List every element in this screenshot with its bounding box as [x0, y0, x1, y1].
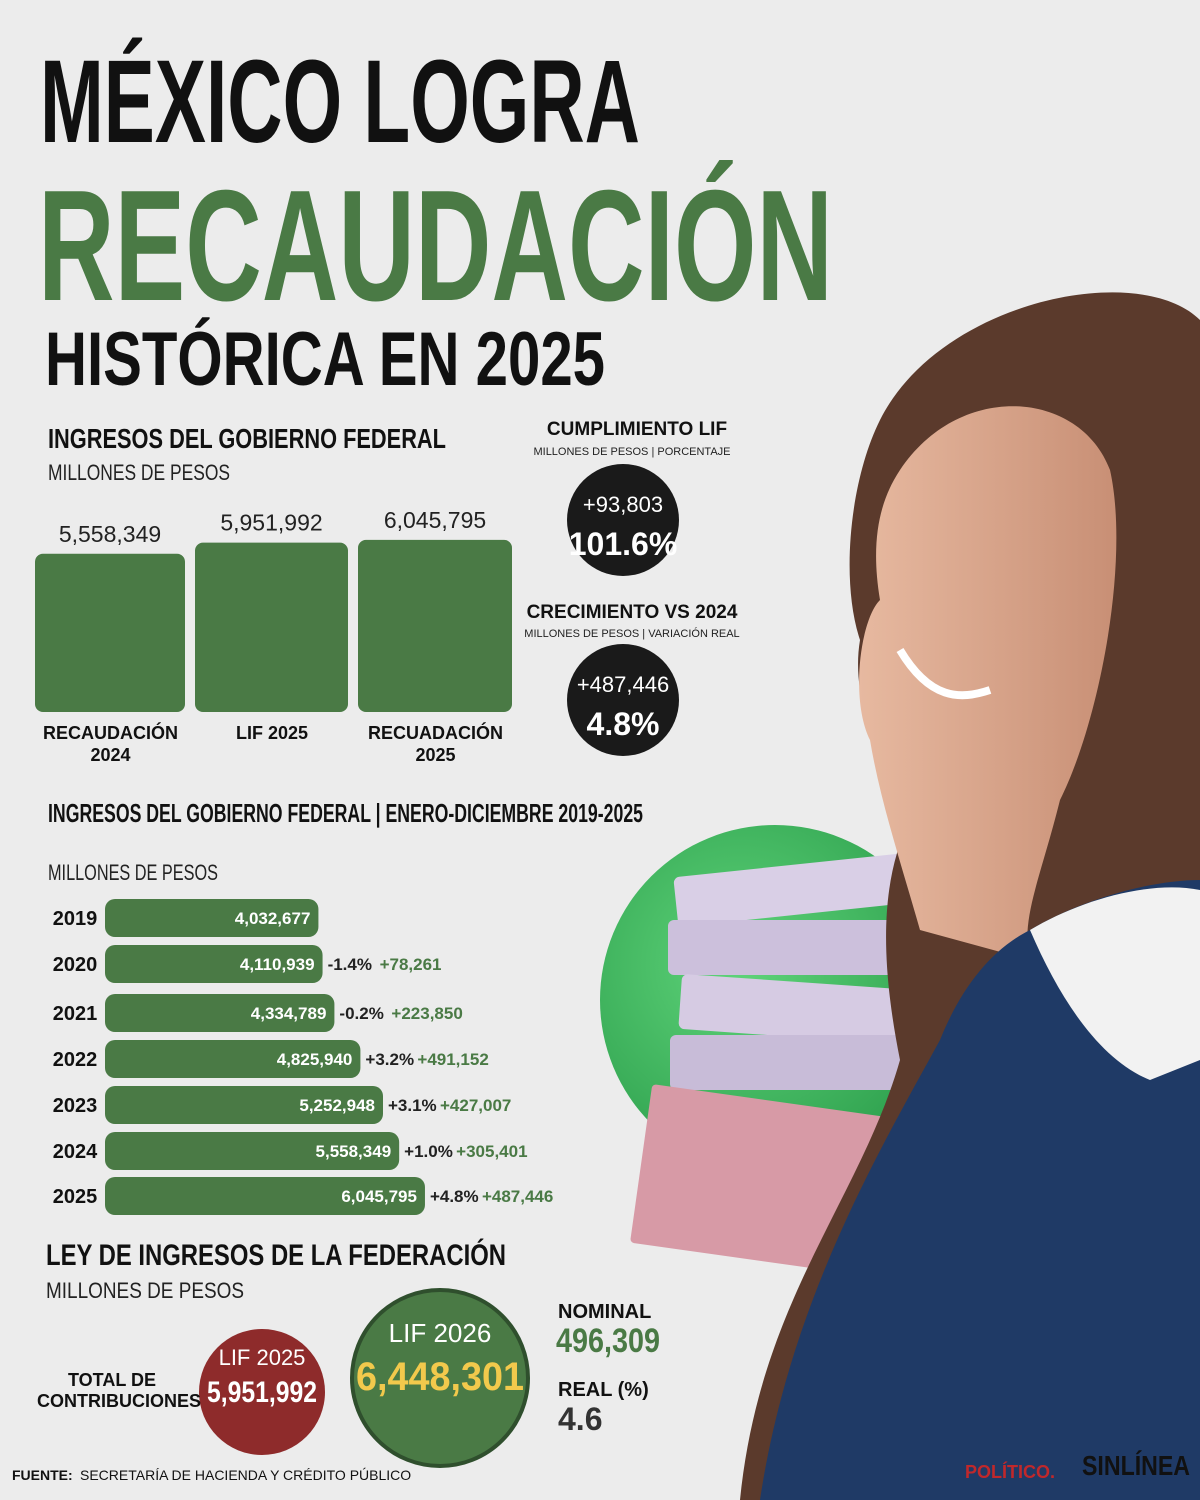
category-label: 2024	[53, 1141, 98, 1163]
real-value: 4.6	[558, 1401, 602, 1437]
bar	[105, 945, 323, 983]
total-label: TOTAL DE CONTRIBUCIONES	[37, 1370, 202, 1411]
category-label: RECAUDACIÓN 2024	[43, 723, 178, 765]
section-subtitle: MILLONES DE PESOS	[46, 1278, 244, 1303]
change-label: +4.8%	[430, 1187, 479, 1206]
increment-label: +305,401	[456, 1142, 527, 1161]
change-label: +1.0%	[404, 1142, 453, 1161]
kpi-percent: 101.6%	[569, 526, 678, 562]
kpi-title: CRECIMIENTO VS 2024	[527, 602, 738, 623]
lif-value: 6,448,301	[356, 1355, 524, 1399]
kpi-circle	[567, 644, 679, 756]
category-label: 2021	[53, 1003, 98, 1025]
category-label: 2020	[53, 954, 98, 976]
value-label: 5,558,349	[316, 1142, 392, 1161]
value-label: 4,110,939	[240, 955, 315, 974]
logo: SINLÍNEA	[1082, 1450, 1190, 1481]
bar	[195, 542, 348, 712]
section-title: INGRESOS DEL GOBIERNO FEDERAL	[48, 423, 446, 454]
kpi-amount: +93,803	[583, 492, 663, 517]
change-label: +3.2%	[365, 1050, 414, 1069]
value-label: 4,032,677	[235, 909, 311, 928]
category-label: 2025	[53, 1186, 98, 1208]
category-label: RECUADACIÓN 2025	[368, 723, 503, 765]
kpi-percent: 4.8%	[587, 706, 660, 742]
increment-label: +491,152	[417, 1050, 488, 1069]
kpi-amount: +487,446	[577, 672, 669, 697]
bar	[105, 899, 319, 937]
real-label: REAL (%)	[558, 1379, 649, 1401]
headline-1: MÉXICO LOGRA	[40, 36, 640, 168]
source-label: FUENTE:	[12, 1467, 73, 1483]
change-label: -0.2%	[339, 1004, 383, 1023]
portrait	[740, 292, 1200, 1500]
kpi-title: CUMPLIMIENTO LIF	[547, 419, 727, 440]
increment-label: +78,261	[380, 955, 442, 974]
lif-2025-circle	[199, 1329, 325, 1455]
category-label: 2019	[53, 908, 98, 930]
change-label: -1.4%	[328, 955, 372, 974]
bar	[358, 539, 512, 712]
headline-2: RECAUDACIÓN	[38, 158, 833, 334]
logo: POLÍTICO.	[965, 1461, 1055, 1482]
section-title: LEY DE INGRESOS DE LA FEDERACIÓN	[46, 1238, 506, 1272]
value-label: 6,045,795	[341, 1187, 417, 1206]
lif-value: 5,951,992	[207, 1376, 317, 1409]
lif-2026-circle	[350, 1288, 530, 1468]
bar	[105, 1086, 384, 1124]
lif-label: LIF 2025	[219, 1345, 306, 1370]
category-label: 2022	[53, 1049, 98, 1071]
lif-label: LIF 2026	[389, 1318, 492, 1348]
kpi-subtitle: MILLONES DE PESOS | PORCENTAJE	[533, 446, 730, 458]
bar	[105, 1177, 425, 1215]
value-label: 5,558,349	[59, 521, 161, 547]
bar	[105, 1132, 400, 1170]
value-label: 4,334,789	[251, 1004, 327, 1023]
nominal-value: 496,309	[556, 1322, 660, 1360]
value-label: 6,045,795	[384, 507, 486, 533]
value-label: 5,951,992	[220, 510, 322, 536]
value-label: 5,252,948	[299, 1096, 375, 1115]
bar	[35, 553, 185, 712]
section-subtitle: MILLONES DE PESOS	[48, 860, 218, 885]
category-label: 2023	[53, 1095, 98, 1117]
bar	[105, 1040, 361, 1078]
section-subtitle: MILLONES DE PESOS	[48, 460, 230, 485]
headline-3: HISTÓRICA EN 2025	[45, 317, 605, 402]
section-title: INGRESOS DEL GOBIERNO FEDERAL | ENERO-DI…	[48, 798, 643, 828]
bar	[105, 994, 335, 1032]
kpi-circle	[567, 464, 679, 576]
increment-label: +427,007	[440, 1096, 511, 1115]
source: SECRETARÍA DE HACIENDA Y CRÉDITO PÚBLICO	[80, 1467, 411, 1483]
increment-label: +487,446	[482, 1187, 553, 1206]
change-label: +3.1%	[388, 1096, 437, 1115]
increment-label: +223,850	[391, 1004, 462, 1023]
kpi-subtitle: MILLONES DE PESOS | VARIACIÓN REAL	[524, 627, 739, 640]
value-label: 4,825,940	[277, 1050, 353, 1069]
nominal-label: NOMINAL	[558, 1301, 651, 1323]
category-label: LIF 2025	[235, 723, 309, 743]
